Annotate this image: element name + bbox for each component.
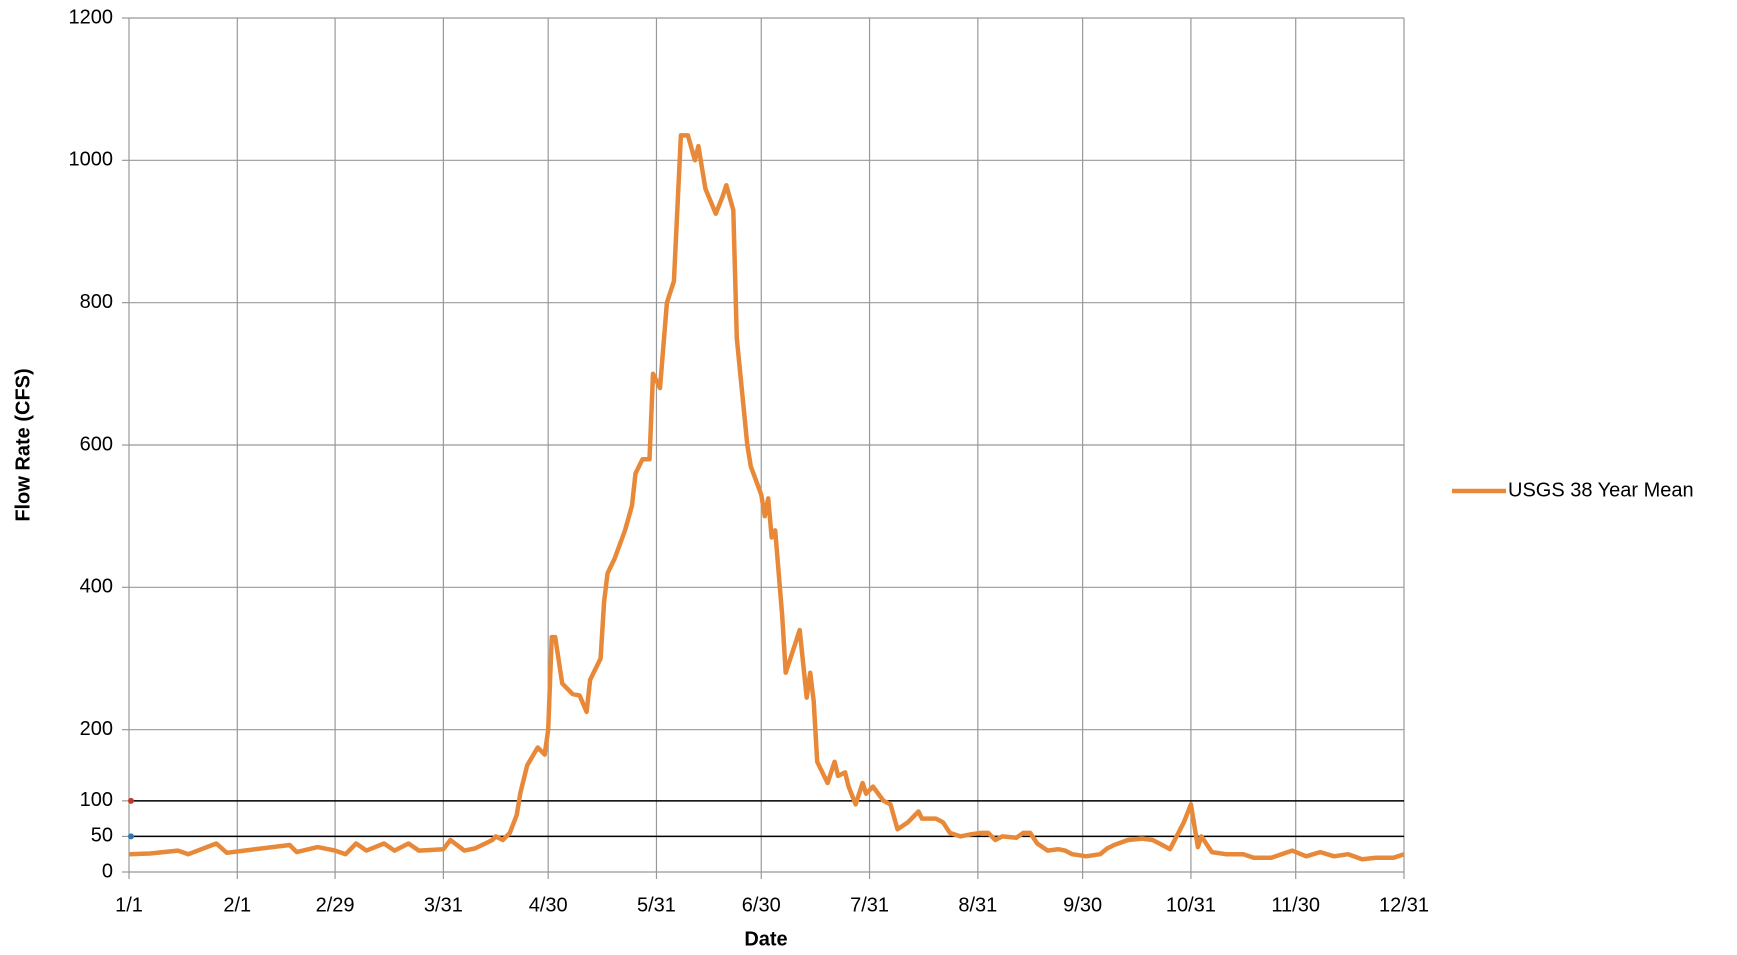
x-tick-label: 10/31 (1166, 894, 1216, 916)
x-tick-label: 4/30 (529, 894, 568, 916)
y-tick-label: 0 (102, 860, 113, 882)
legend-label: USGS 38 Year Mean (1508, 479, 1694, 501)
line-series (128, 133, 1405, 862)
x-tick-label: 9/30 (1063, 894, 1102, 916)
x-tick-label: 8/31 (958, 894, 997, 916)
x-tick-label: 1/1 (115, 894, 143, 916)
reference-marker (128, 797, 134, 804)
y-tick-label: 1200 (69, 6, 114, 28)
y-tick-label: 800 (80, 291, 113, 313)
x-tick-label: 6/30 (742, 894, 781, 916)
y-axis-label: Flow Rate (CFS) (12, 368, 34, 521)
x-tick-label: 3/31 (424, 894, 463, 916)
y-tick-label: 600 (80, 433, 113, 455)
y-tick-label: 400 (80, 576, 113, 598)
x-tick-label: 12/31 (1379, 894, 1429, 916)
x-tick-label: 11/30 (1271, 894, 1320, 916)
x-tick-label: 2/29 (316, 894, 355, 916)
y-tick-label: 200 (80, 718, 113, 740)
x-tick-label: 5/31 (637, 894, 676, 916)
y-tick-label: 1000 (69, 149, 114, 171)
x-axis-label: Date (744, 928, 787, 950)
x-tick-label: 7/31 (850, 894, 889, 916)
y-tick-label: 50 (91, 825, 113, 847)
y-tick-label: 100 (80, 789, 113, 811)
reference-marker (128, 833, 134, 840)
x-tick-label: 2/1 (223, 894, 251, 916)
